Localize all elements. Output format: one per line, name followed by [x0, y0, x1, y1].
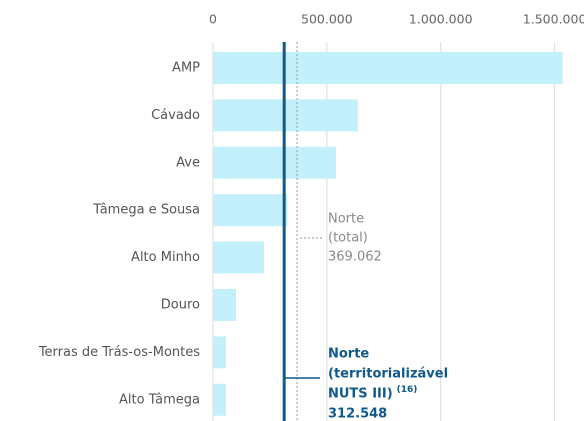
bar: [213, 241, 265, 274]
bar: [213, 194, 288, 227]
y-tick-label: Cávado: [151, 108, 200, 123]
y-tick-label: Ave: [176, 155, 200, 170]
x-tick-label: 1.500.000: [523, 12, 584, 27]
annotation-note: (16): [397, 385, 418, 395]
bar: [213, 383, 226, 416]
annotation: (territorializável: [328, 367, 448, 382]
annotation: Norte: [328, 212, 364, 227]
y-tick-label: Tâmega e Sousa: [92, 203, 200, 218]
annotation: (total): [328, 231, 368, 246]
y-tick-label: Douro: [161, 298, 200, 313]
bar: [213, 52, 563, 84]
y-tick-label: Alto Tâmega: [119, 392, 200, 407]
x-tick-label: 0: [209, 12, 217, 27]
y-tick-label: Alto Minho: [131, 250, 200, 265]
annotation: NUTS III) (16): [328, 385, 417, 402]
bar: [213, 336, 226, 369]
y-tick-label: AMP: [172, 61, 200, 76]
x-tick-label: 1.000.000: [409, 12, 473, 27]
annotation: Norte: [328, 347, 369, 362]
bar: [213, 289, 237, 321]
bar: [213, 146, 336, 179]
y-tick-label: Terras de Trás-os-Montes: [38, 345, 200, 360]
x-tick-label: 500.000: [301, 12, 353, 27]
annotation-value: 369.062: [328, 250, 382, 265]
annotation-value: 312.548: [328, 407, 387, 421]
